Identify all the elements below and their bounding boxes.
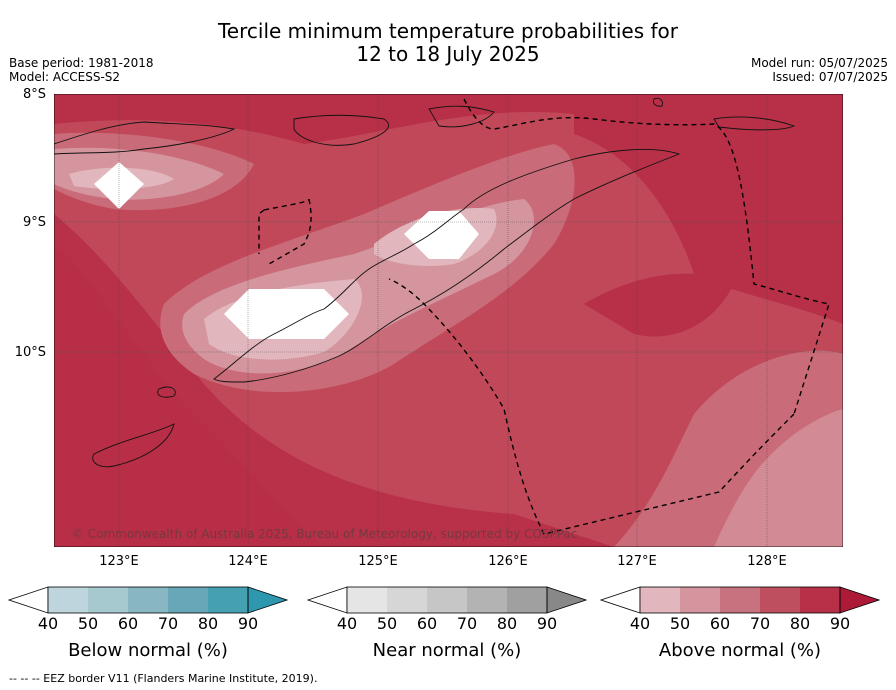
coast-sumba (92, 423, 175, 468)
copyright-notice: © Commonwealth of Australia 2025, Bureau… (72, 527, 578, 541)
colorbar-2-tick-60: 60 (709, 614, 731, 633)
colorbar-1 (307, 586, 587, 614)
band-80-patch (584, 273, 734, 337)
title-line-2: 12 to 18 July 2025 (356, 42, 540, 66)
lon-label-127e: 127°E (617, 554, 657, 569)
eez-south (388, 278, 795, 535)
coast-timor (213, 148, 681, 383)
coast-small (653, 97, 663, 107)
lat-label-8s: 8°S (22, 87, 46, 102)
colorbar-2-segment-4 (760, 587, 800, 613)
colorbar-2-label: Above normal (%) (658, 640, 822, 661)
white-patch-2 (404, 211, 479, 259)
colorbar-1-tick-60: 60 (416, 614, 438, 633)
colorbar-0-tick-80: 80 (197, 614, 219, 633)
colorbar-1-segment-2 (387, 587, 427, 613)
colorbar-2-tick-40: 40 (629, 614, 651, 633)
colorbar-1-segment-5 (507, 587, 547, 613)
band-80-east (574, 94, 843, 324)
band-80-west (54, 214, 614, 547)
colorbar-0 (8, 586, 288, 614)
colorbar-1-tick-80: 80 (496, 614, 518, 633)
coast-wetar (428, 105, 495, 128)
white-patch-1 (224, 289, 349, 339)
colorbar-0-segment-3 (128, 587, 168, 613)
colorbar-0-low-triangle (8, 586, 49, 614)
colorbar-1-low-triangle (307, 586, 348, 614)
colorbar-0-segment-4 (168, 587, 208, 613)
lon-label-128e: 128°E (747, 554, 787, 569)
colorbar-1-tick-50: 50 (376, 614, 398, 633)
meta-right: Model run: 05/07/2025 Issued: 07/07/2025 (751, 56, 888, 84)
colorbar-1-tick-40: 40 (336, 614, 358, 633)
colorbar-0-segment-5 (208, 587, 248, 613)
title-line-1: Tercile minimum temperature probabilitie… (217, 19, 679, 43)
lon-label-123e: 123°E (99, 554, 139, 569)
model-run: Model run: 05/07/2025 (750, 56, 888, 70)
colorbar-1-tick-90: 90 (536, 614, 558, 633)
eez-north (463, 98, 830, 415)
band-50-east (714, 409, 843, 547)
colorbar-2-tick-50: 50 (669, 614, 691, 633)
colorbar-2-segment-3 (720, 587, 760, 613)
colorbar-0-high-triangle (247, 586, 288, 614)
colorbar-0-tick-40: 40 (37, 614, 59, 633)
coast-alor (293, 114, 390, 146)
lon-label-125e: 125°E (358, 554, 398, 569)
issued-date: Issued: 07/07/2025 (772, 70, 888, 84)
colorbar-2-segment-2 (680, 587, 720, 613)
colorbar-0-segment-1 (48, 587, 88, 613)
colorbar-0-tick-90: 90 (237, 614, 259, 633)
coast-flores (54, 121, 236, 155)
coast-rote (157, 386, 176, 398)
colorbar-1-segment-1 (347, 587, 387, 613)
colorbar-2-segment-1 (640, 587, 680, 613)
model-name: Model: ACCESS-S2 (9, 70, 121, 84)
colorbar-2-high-triangle (839, 586, 880, 614)
white-patch-3 (94, 162, 144, 209)
meta-left: Base period: 1981-2018 Model: ACCESS-S2 (9, 56, 154, 84)
colorbar-1-tick-70: 70 (456, 614, 478, 633)
probability-map (54, 94, 843, 547)
colorbar-1-high-triangle (546, 586, 587, 614)
colorbar-1-segment-4 (467, 587, 507, 613)
colorbar-0-label: Below normal (%) (68, 640, 228, 661)
base-period: Base period: 1981-2018 (9, 56, 154, 70)
lat-label-9s: 9°S (22, 215, 46, 230)
colorbar-0-tick-50: 50 (77, 614, 99, 633)
colorbar-2-tick-90: 90 (829, 614, 851, 633)
colorbar-2-segment-5 (800, 587, 840, 613)
colorbar-0-tick-60: 60 (117, 614, 139, 633)
lon-label-124e: 124°E (228, 554, 268, 569)
colorbar-0-tick-70: 70 (157, 614, 179, 633)
colorbar-0-segment-2 (88, 587, 128, 613)
coast-babar (713, 116, 796, 131)
colorbar-1-label: Near normal (%) (372, 640, 522, 661)
map-title: Tercile minimum temperature probabilitie… (0, 20, 896, 66)
eez-legend: -- -- -- EEZ border V11 (Flanders Marine… (9, 672, 318, 685)
colorbar-2-tick-80: 80 (789, 614, 811, 633)
colorbar-2-tick-70: 70 (749, 614, 771, 633)
colorbar-1-segment-3 (427, 587, 467, 613)
lat-label-10s: 10°S (14, 345, 46, 360)
colorbar-2-low-triangle (600, 586, 641, 614)
eez-west (258, 198, 312, 265)
lon-label-126e: 126°E (488, 554, 528, 569)
colorbar-2 (600, 586, 880, 614)
